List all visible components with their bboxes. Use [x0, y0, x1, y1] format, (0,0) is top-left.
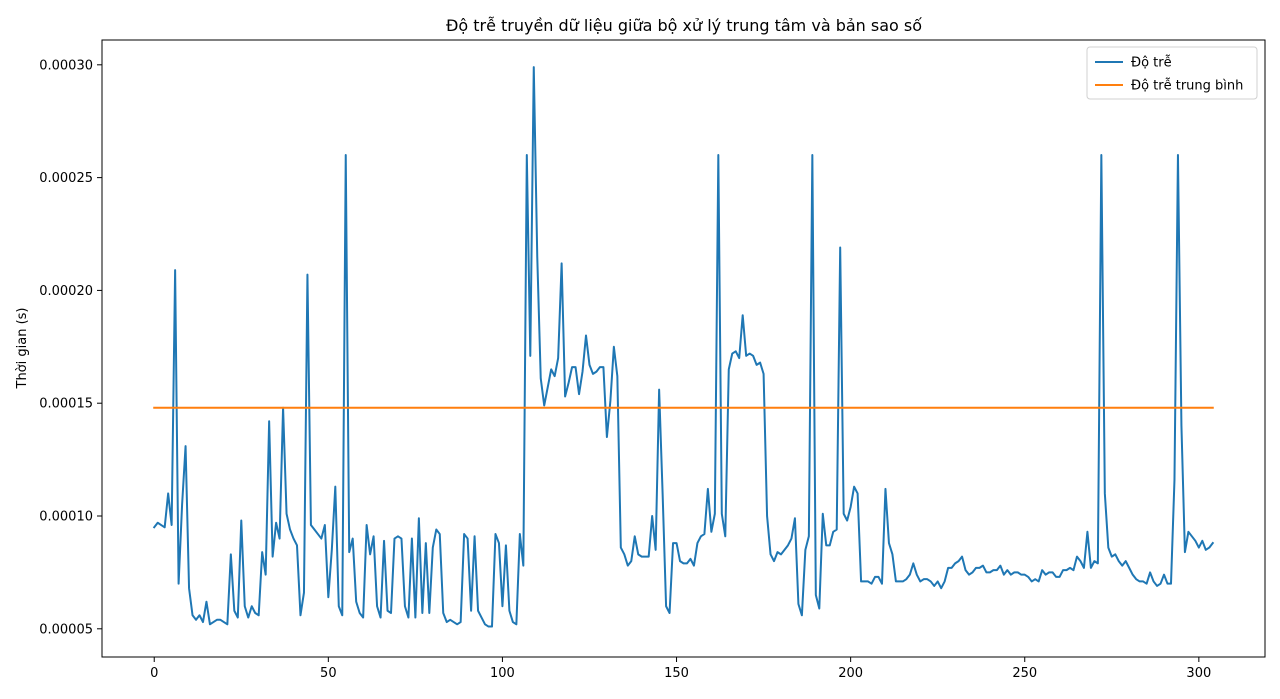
legend-box — [1086, 46, 1258, 100]
y-tick-label: 0.00025 — [39, 171, 93, 186]
y-tick-label: 0.00015 — [39, 397, 93, 412]
x-tick-label: 150 — [664, 666, 689, 681]
x-tick-label: 100 — [490, 666, 515, 681]
x-tick-label: 0 — [150, 666, 158, 681]
y-tick-label: 0.00010 — [39, 510, 93, 525]
x-tick-label: 300 — [1186, 666, 1211, 681]
y-tick-label: 0.00030 — [39, 58, 93, 73]
y-axis-label: Thời gian (s) — [15, 308, 30, 390]
series-line-0 — [152, 66, 1215, 628]
x-tick-label: 50 — [320, 666, 337, 681]
x-tick-label: 250 — [1012, 666, 1037, 681]
y-tick-label: 0.00005 — [39, 622, 93, 637]
y-tick-label: 0.00020 — [39, 284, 93, 299]
plot-frame — [101, 39, 1266, 658]
legend-label-1: Độ trễ trung bình — [1131, 79, 1243, 94]
x-tick-label: 200 — [838, 666, 863, 681]
chart-title: Độ trễ truyền dữ liệu giữa bộ xử lý trun… — [446, 16, 922, 35]
legend-label-0: Độ trễ — [1131, 56, 1172, 71]
chart-legend: Độ trễ Độ trễ trung bình — [1086, 46, 1258, 100]
